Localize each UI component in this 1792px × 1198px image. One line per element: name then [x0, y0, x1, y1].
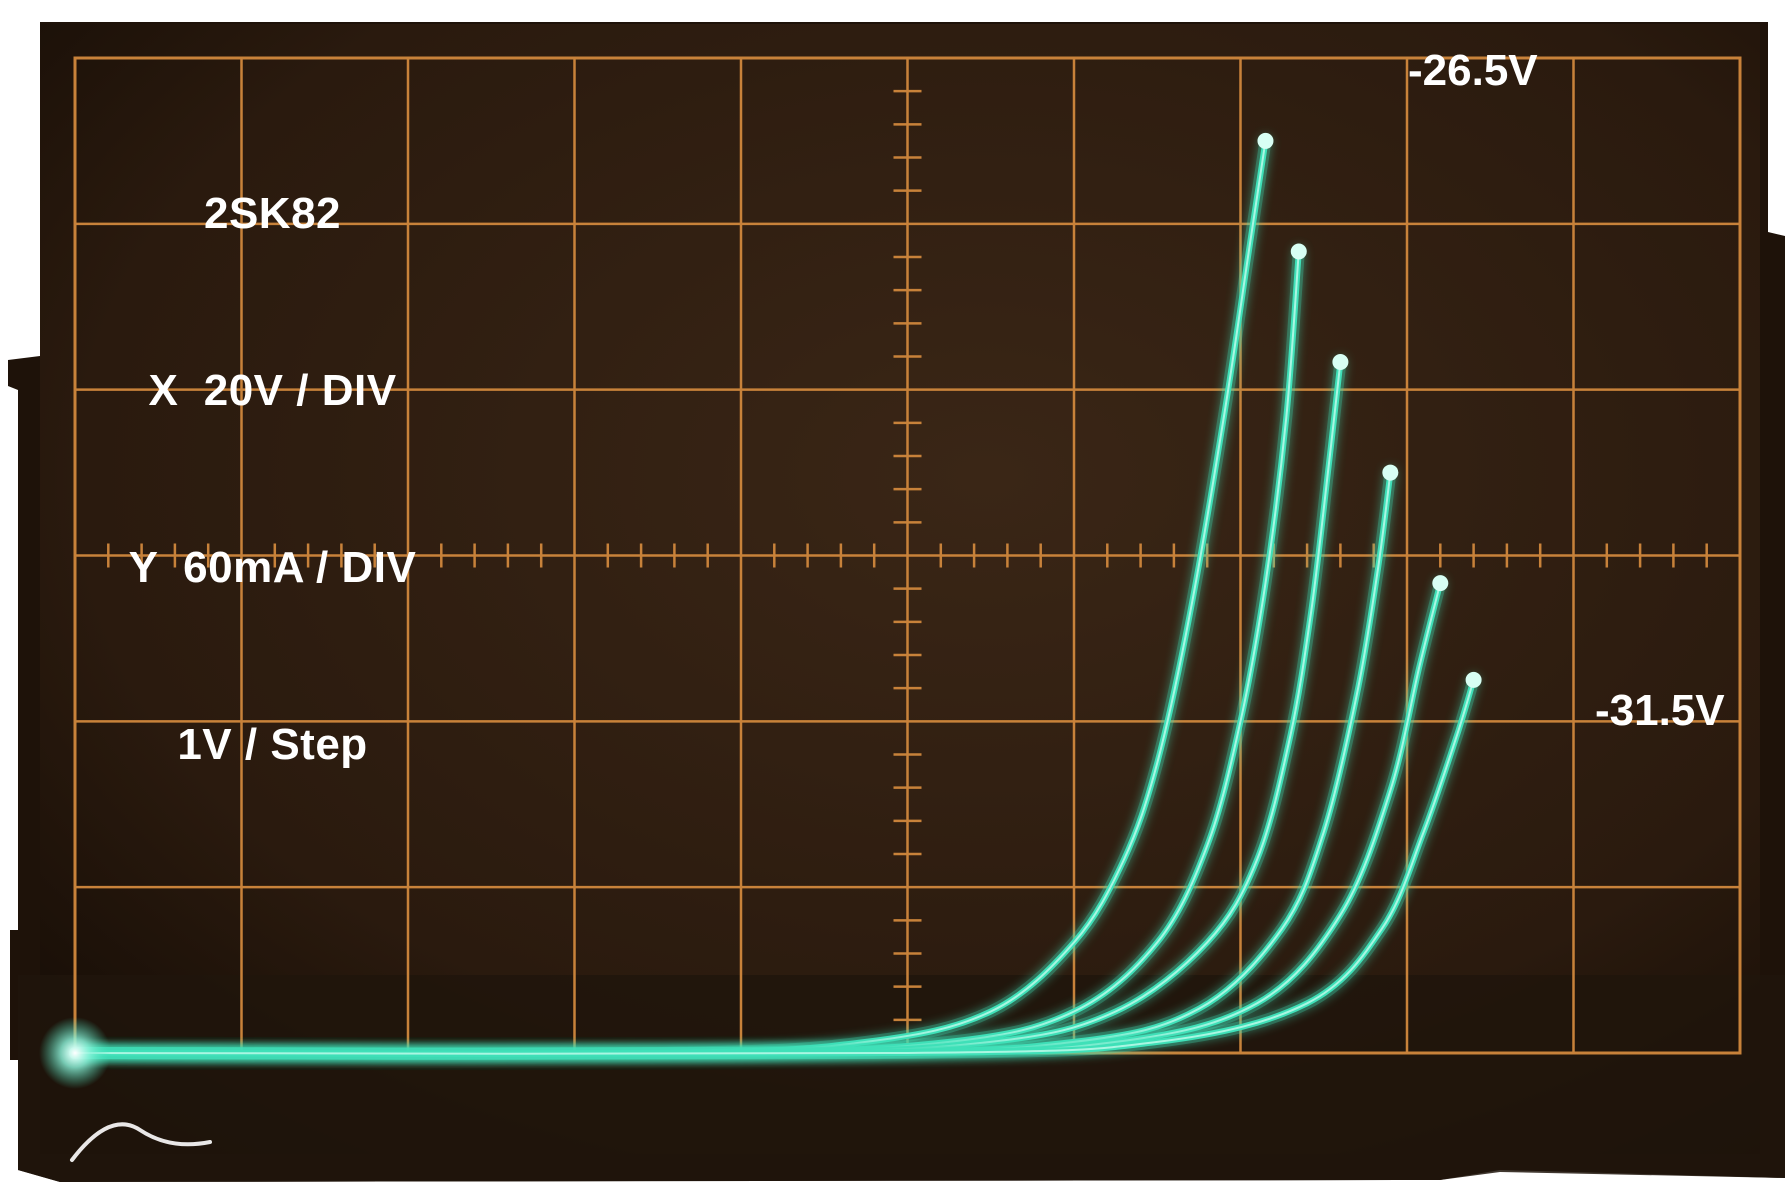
trace-endpoint — [1332, 354, 1349, 371]
trace-core — [74, 678, 1475, 1055]
y-scale-label: Y 60mA / DIV — [128, 543, 417, 592]
curve-label-first: -26.5V — [1408, 46, 1538, 95]
trace-endpoint — [1257, 132, 1274, 149]
bezel-shadow — [18, 975, 1785, 1182]
curve-label-last: -31.5V — [1595, 686, 1725, 735]
trace-group — [39, 132, 1482, 1089]
trace-endpoint — [1382, 464, 1399, 481]
trace-endpoint — [1432, 575, 1449, 592]
trace-endpoint — [1465, 671, 1482, 688]
origin-spot — [39, 1017, 111, 1089]
settings-annotation: 2SK82 X 20V / DIV Y 60mA / DIV 1V / Step — [120, 66, 425, 892]
trace-endpoint — [1290, 243, 1307, 260]
step-label: 1V / Step — [177, 720, 368, 769]
chart-title: 2SK82 — [203, 189, 342, 238]
graticule-grid — [73, 56, 1742, 1055]
trace-series-6 — [69, 671, 1482, 1060]
reflection-arc — [70, 1122, 212, 1162]
x-scale-label: X 20V / DIV — [148, 366, 397, 415]
